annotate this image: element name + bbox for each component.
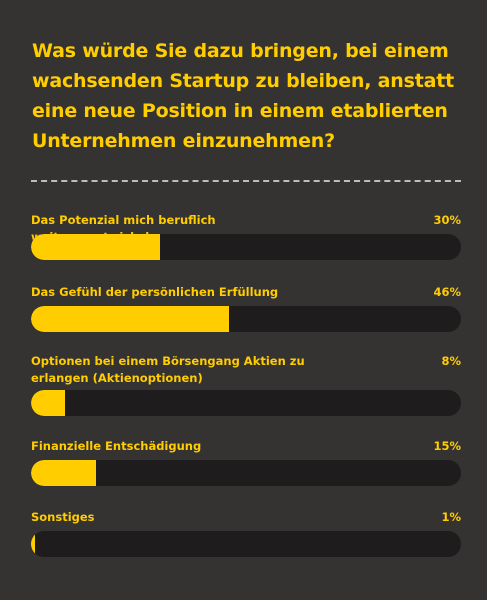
bar-track <box>31 390 461 416</box>
bar-value-label: 46% <box>433 285 461 299</box>
bar-value-label: 15% <box>433 439 461 453</box>
bar-fill <box>31 306 229 332</box>
bar-label: Optionen bei einem Börsengang Aktien zu … <box>31 354 305 385</box>
bar-value-label: 1% <box>441 510 461 524</box>
chart-title: Was würde Sie dazu bringen, bei einem wa… <box>32 40 454 152</box>
bar-label: Sonstiges <box>31 510 95 524</box>
bar-track <box>31 531 461 557</box>
bar-fill <box>31 460 96 486</box>
dashed-divider <box>31 180 461 182</box>
bar-label: Finanzielle Entschädigung <box>31 439 202 453</box>
bar-track <box>31 306 461 332</box>
bar-track <box>31 460 461 486</box>
bar-track <box>31 234 461 260</box>
bar-fill <box>31 234 160 260</box>
bar-value-label: 8% <box>441 354 461 368</box>
bar-label: Das Gefühl der persönlichen Erfüllung <box>31 285 279 299</box>
bar-fill <box>31 531 36 557</box>
bar-value-label: 30% <box>433 213 461 227</box>
bar-fill <box>31 390 66 416</box>
